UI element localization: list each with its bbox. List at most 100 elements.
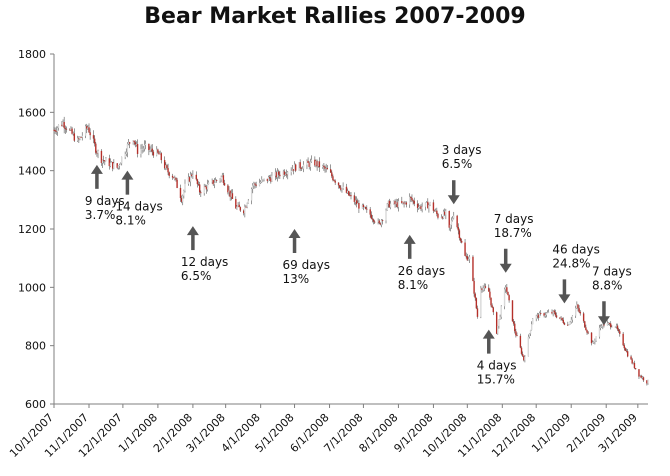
candle-body — [646, 380, 648, 384]
candle-body — [451, 218, 454, 221]
candle-body — [440, 216, 443, 218]
candle-body — [562, 319, 565, 323]
rally-arrow-head — [499, 263, 512, 273]
candle-body — [237, 204, 239, 207]
candle-body — [258, 182, 261, 186]
candle-body — [626, 351, 629, 357]
candle-body — [523, 355, 525, 361]
rally-duration-label: 3 days — [442, 143, 482, 157]
candle-body — [445, 210, 447, 215]
candle-body — [244, 206, 246, 214]
candle-body — [97, 150, 99, 154]
candle-body — [215, 180, 218, 181]
candle-body — [497, 325, 499, 334]
candle-body — [310, 159, 313, 162]
candle-body — [577, 304, 579, 309]
candle-body — [416, 203, 419, 209]
candle-body — [88, 127, 90, 133]
candle-body — [535, 315, 537, 319]
candle-body — [266, 178, 269, 182]
candle-body — [227, 185, 229, 193]
candle-body — [180, 197, 183, 202]
candle-body — [575, 308, 577, 316]
candle-body — [196, 179, 199, 185]
candle-body — [93, 138, 96, 144]
candle-body — [428, 204, 430, 209]
candle-body — [223, 182, 226, 186]
candle-body — [156, 149, 158, 156]
candle-body — [92, 135, 95, 139]
rally-duration-label: 46 days — [552, 242, 599, 256]
candle-body — [205, 186, 208, 190]
candle-body — [183, 190, 185, 196]
candle-body — [287, 172, 289, 175]
candle-body — [425, 201, 428, 203]
candle-body — [279, 174, 281, 177]
candle-body — [307, 160, 309, 163]
candle-body — [602, 322, 604, 327]
candle-body — [483, 286, 485, 289]
candle-body — [293, 164, 296, 171]
rally-percent-label: 3.7% — [85, 208, 116, 222]
rally-arrow-head — [90, 164, 103, 174]
candle-body — [594, 340, 596, 342]
candle-body — [358, 203, 360, 209]
candle-body — [622, 333, 624, 346]
candle-body — [361, 204, 363, 209]
candle-body — [119, 163, 122, 166]
candle-body — [524, 356, 526, 361]
candle-body — [444, 211, 446, 215]
y-tick-label: 1400 — [18, 165, 46, 178]
candle-body — [79, 136, 81, 140]
candle-body — [238, 204, 240, 208]
candle-body — [140, 149, 142, 154]
candle-body — [432, 202, 435, 211]
candle-body — [84, 126, 87, 136]
candle-body — [261, 179, 263, 183]
candle-body — [62, 122, 64, 126]
candle-body — [630, 356, 632, 360]
candle-body — [275, 172, 278, 178]
candle-body — [536, 314, 539, 316]
candle-body — [480, 288, 482, 317]
candle-body — [624, 348, 627, 351]
candle-body — [395, 202, 397, 205]
candle-body — [429, 202, 431, 205]
candle-body — [143, 144, 146, 149]
candle-body — [54, 129, 56, 132]
candle-body — [354, 200, 357, 203]
candle-body — [109, 162, 112, 167]
candle-body — [285, 174, 288, 176]
candle-body — [489, 291, 491, 298]
rally-percent-label: 13% — [283, 272, 310, 286]
candle-body — [291, 169, 293, 171]
candle-body — [625, 350, 628, 352]
candle-body — [498, 319, 500, 326]
candle-body — [87, 127, 89, 129]
candle-body — [491, 305, 493, 308]
candle-body — [332, 176, 334, 181]
candle-body — [385, 210, 387, 221]
candle-body — [488, 287, 490, 292]
candle-body — [547, 311, 550, 313]
candle-body — [159, 153, 161, 155]
candle-body — [481, 288, 483, 290]
candle-body — [528, 333, 531, 337]
candle-body — [474, 293, 476, 299]
candle-body — [568, 324, 570, 326]
candle-body — [567, 324, 569, 326]
candle-body — [551, 311, 553, 314]
candle-body — [118, 165, 121, 166]
candle-body — [468, 256, 471, 260]
candle-body — [616, 325, 619, 330]
candle-body — [500, 306, 502, 317]
candle-body — [538, 312, 541, 318]
candle-body — [544, 314, 546, 316]
candle-body — [329, 169, 332, 173]
candle-body — [355, 200, 358, 205]
candle-body — [397, 201, 400, 208]
candle-body — [182, 195, 184, 202]
candle-body — [586, 330, 588, 333]
candle-body — [142, 148, 144, 150]
